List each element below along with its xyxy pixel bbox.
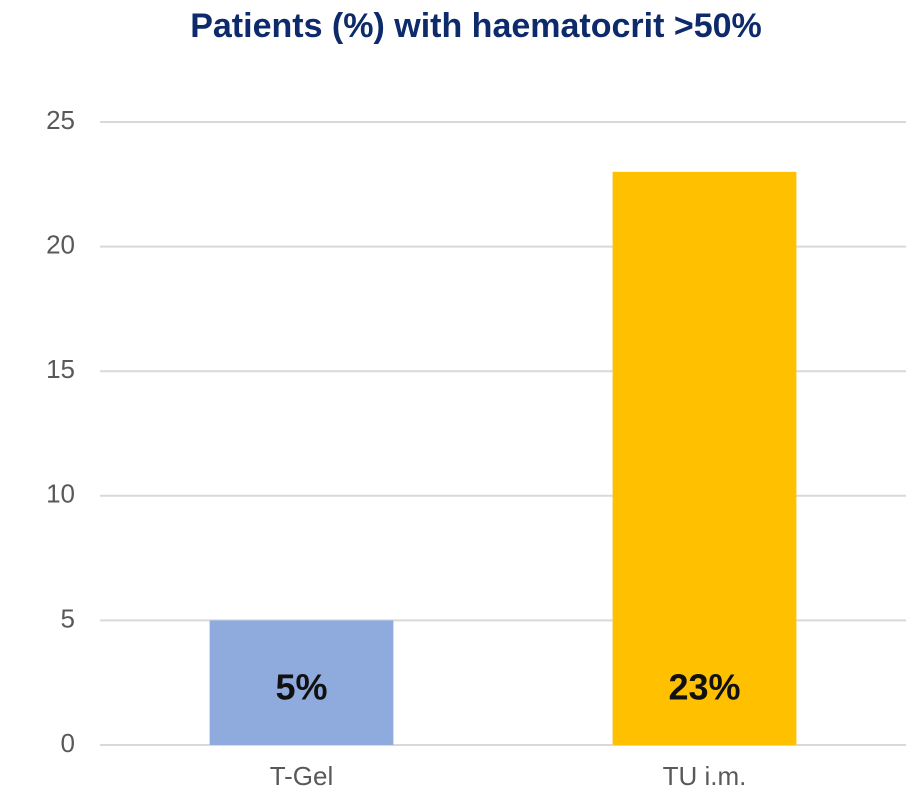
y-tick-label: 15 bbox=[46, 354, 75, 384]
x-tick-label: T-Gel bbox=[270, 761, 334, 791]
value-label: 23% bbox=[668, 667, 740, 708]
y-tick-label: 25 bbox=[46, 105, 75, 135]
bar bbox=[612, 171, 797, 746]
value-label: 5% bbox=[275, 667, 327, 708]
chart-title: Patients (%) with haematocrit >50% bbox=[190, 7, 762, 45]
x-tick-label: TU i.m. bbox=[663, 761, 747, 791]
y-tick-label: 10 bbox=[46, 479, 75, 509]
y-tick-label: 5 bbox=[61, 603, 75, 633]
y-tick-label: 20 bbox=[46, 229, 75, 259]
bar bbox=[209, 620, 394, 745]
y-tick-label: 0 bbox=[61, 728, 75, 758]
